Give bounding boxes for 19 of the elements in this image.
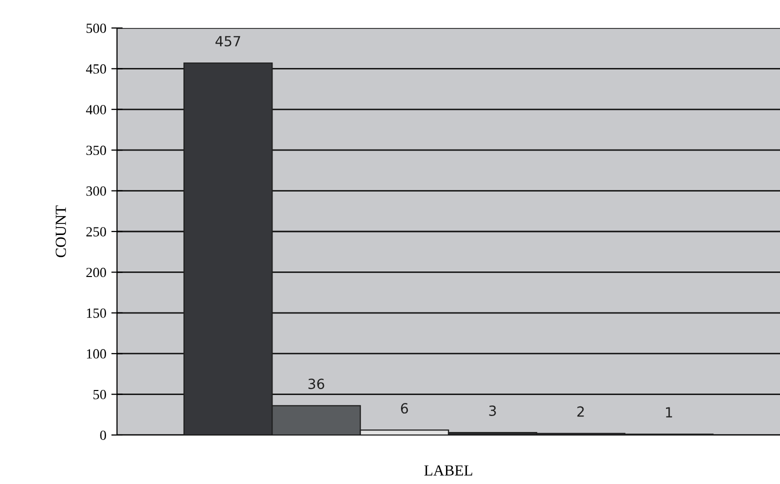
y-tick-label: 500	[86, 24, 106, 33]
data-label: 6	[400, 403, 408, 414]
data-label: 3	[489, 405, 496, 416]
y-tick-label: 50	[94, 390, 106, 400]
y-tick-label: 100	[86, 349, 106, 359]
y-tick-label: 400	[86, 104, 106, 114]
data-label: 36	[308, 378, 324, 390]
y-tick-label: 150	[86, 308, 106, 318]
data-label: 2	[577, 406, 584, 417]
y-tick-label: 200	[86, 268, 106, 278]
y-tick-label: 350	[86, 146, 106, 156]
y-axis-title: COUNT	[56, 205, 66, 258]
y-tick-label: 450	[86, 64, 106, 74]
data-label: 1	[666, 407, 672, 418]
y-tick-label: 0	[100, 430, 106, 440]
y-tick-label: 300	[86, 186, 106, 196]
y-tick-label: 250	[86, 227, 106, 236]
x-axis-title: LABEL	[424, 465, 472, 476]
data-label: 457	[216, 36, 240, 46]
